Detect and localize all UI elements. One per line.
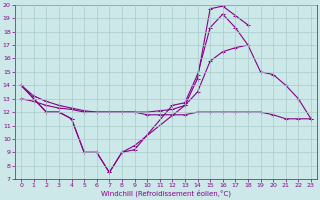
X-axis label: Windchill (Refroidissement éolien,°C): Windchill (Refroidissement éolien,°C) [101, 190, 231, 197]
